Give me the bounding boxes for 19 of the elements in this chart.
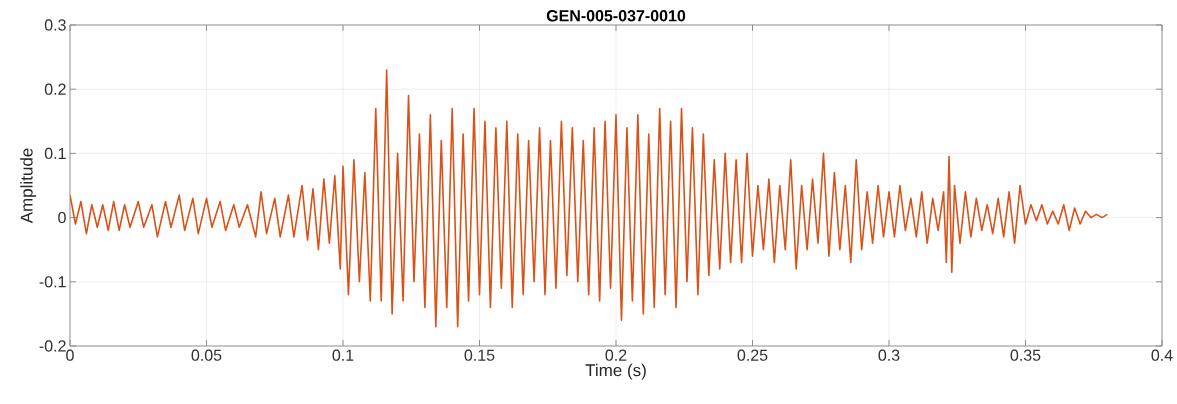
y-tick-label: 0 xyxy=(58,211,66,224)
x-tick-label: 0 xyxy=(66,349,74,361)
x-tick-label: 0.15 xyxy=(464,349,495,361)
x-tick-label: 0.25 xyxy=(737,349,768,361)
x-tick-label: 0.4 xyxy=(1151,349,1173,361)
y-tick-label: -0.2 xyxy=(39,340,66,352)
x-tick-label: 0.1 xyxy=(332,349,354,361)
chart-title: GEN-005-037-0010 xyxy=(546,10,686,22)
y-tick-label: 0.3 xyxy=(44,19,66,31)
y-tick-label: 0.1 xyxy=(44,147,66,160)
x-tick-label: 0.2 xyxy=(605,349,627,361)
y-tick-label: -0.1 xyxy=(39,276,66,288)
y-axis-title: Amplitude xyxy=(20,148,37,224)
y-tick-label: 0.2 xyxy=(44,83,66,95)
x-axis-title: Time (s) xyxy=(585,363,646,380)
x-tick-label: 0.3 xyxy=(878,349,900,361)
line-series xyxy=(70,69,1109,328)
x-tick-label: 0.35 xyxy=(1010,349,1041,361)
x-tick-label: 0.05 xyxy=(191,349,222,361)
